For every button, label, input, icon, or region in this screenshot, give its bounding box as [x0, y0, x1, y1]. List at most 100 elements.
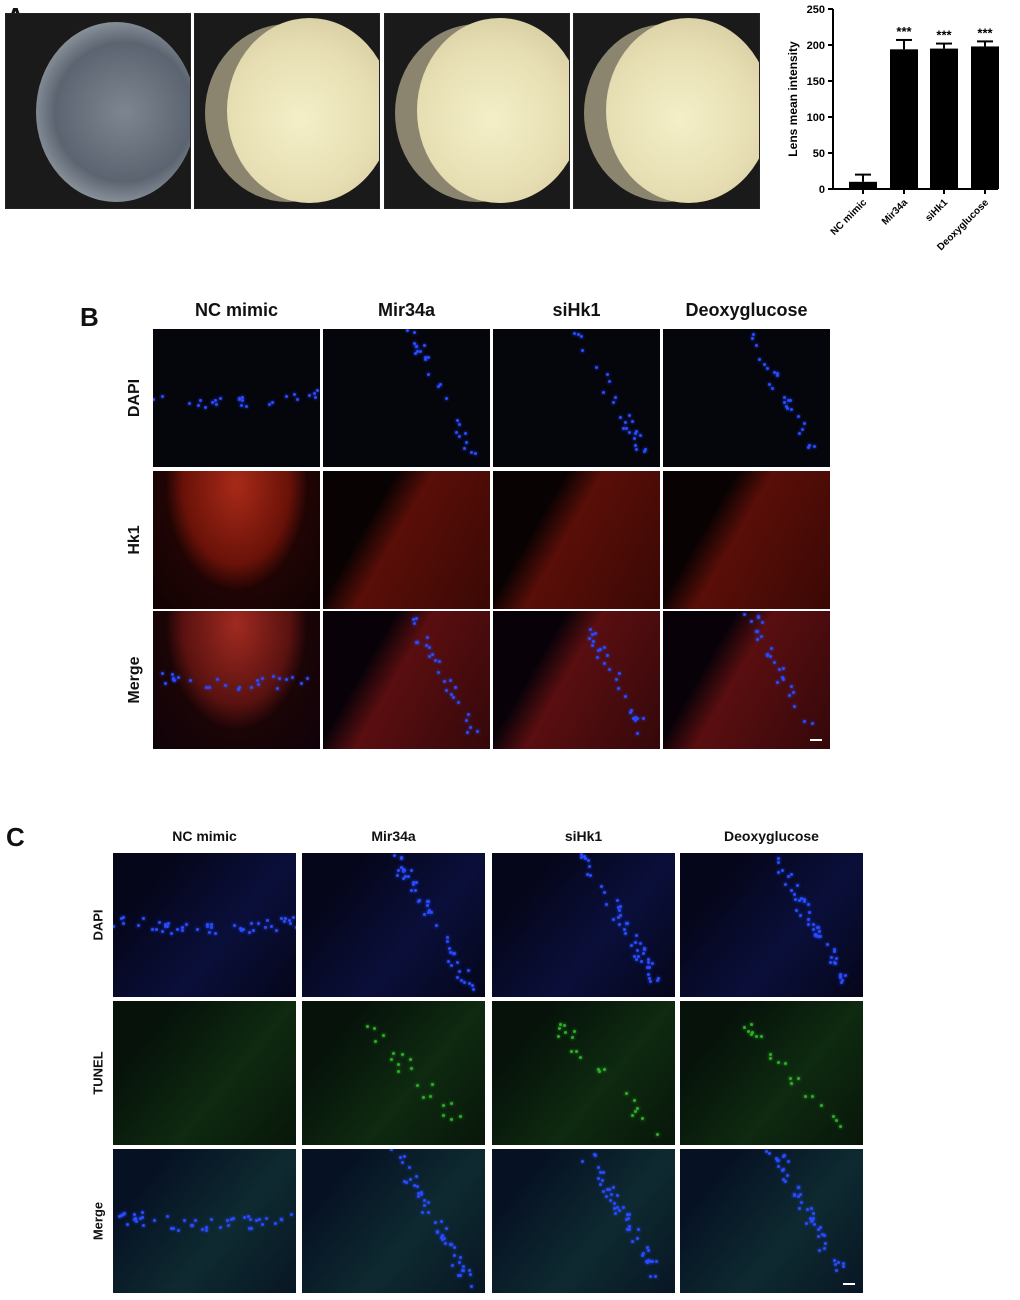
nucleus-dot [418, 350, 422, 354]
nucleus-dot [634, 429, 638, 433]
nucleus-dot [651, 1259, 655, 1263]
nucleus-dot [641, 1116, 645, 1120]
nucleus-dot [468, 725, 472, 729]
nucleus-dot [634, 432, 637, 436]
nucleus-dot [776, 1061, 780, 1065]
nucleus-dot [757, 357, 761, 361]
nucleus-dot [444, 397, 448, 401]
nucleus-dot [415, 1083, 419, 1087]
nucleus-dot [211, 401, 215, 405]
nucleus-dot [630, 709, 634, 713]
nucleus-dot [611, 917, 615, 921]
nucleus-dot [449, 950, 453, 954]
nucleus-dot [373, 1026, 377, 1030]
nucleus-dot [603, 1067, 607, 1071]
nucleus-dot [423, 1199, 427, 1203]
nucleus-dot [769, 646, 773, 650]
significance-label: *** [896, 24, 912, 39]
nucleus-dot [399, 857, 403, 861]
micrograph-merge [663, 611, 830, 749]
nucleus-dot [247, 930, 251, 934]
nucleus-dot [579, 856, 583, 860]
nucleus-dot [780, 1168, 784, 1172]
nucleus-dot [295, 398, 299, 402]
nucleus-dot [138, 1216, 142, 1220]
nucleus-dot [428, 1094, 432, 1098]
nucleus-dot [449, 1242, 453, 1246]
nucleus-dot [768, 1053, 772, 1057]
nucleus-dot [204, 405, 208, 409]
row-label: Hk1 [126, 525, 143, 555]
nucleus-dot [273, 1222, 277, 1226]
nucleus-dot [647, 977, 651, 981]
nucleus-dot [600, 1178, 604, 1182]
scale-bar [843, 1283, 855, 1285]
nucleus-dot [593, 1152, 597, 1156]
nucleus-dot [750, 620, 754, 624]
nucleus-dot [260, 677, 264, 681]
nucleus-dot [755, 1035, 759, 1038]
nucleus-dot [419, 1192, 423, 1196]
nucleus-dot [153, 1219, 157, 1223]
nucleus-dot [626, 1213, 630, 1217]
nucleus-dot [164, 681, 168, 685]
nucleus-dot [755, 343, 759, 347]
nucleus-dot [631, 717, 635, 721]
nucleus-dot [596, 648, 600, 652]
nucleus-dot [782, 1177, 786, 1181]
nucleus-dot [452, 951, 456, 955]
nucleus-dot [792, 691, 796, 695]
nucleus-dot [412, 881, 416, 885]
nucleus-dot [188, 678, 192, 682]
nucleus-dot [813, 445, 817, 449]
nucleus-dot [413, 1183, 417, 1187]
nucleus-dot [774, 1156, 778, 1160]
nucleus-dot [601, 1171, 605, 1175]
nucleus-dot [445, 1227, 449, 1231]
nucleus-dot [291, 675, 295, 679]
nucleus-dot [453, 1253, 457, 1257]
nucleus-dot [790, 684, 794, 688]
nucleus-dot [612, 1201, 616, 1205]
nucleus-dot [401, 876, 405, 880]
nucleus-dot [628, 1212, 632, 1216]
nucleus-dot [161, 672, 165, 676]
nucleus-dot [612, 400, 616, 404]
nucleus-dot [250, 685, 254, 689]
nucleus-dot [415, 616, 419, 620]
micrograph-dapi [323, 329, 490, 467]
micrograph-dapi [493, 329, 660, 467]
nucleus-dot [624, 421, 628, 424]
nucleus-dot [415, 349, 419, 353]
nucleus-dot [646, 1261, 650, 1265]
nucleus-dot [430, 652, 434, 656]
nucleus-dot [410, 888, 414, 892]
nucleus-dot [428, 655, 432, 659]
nucleus-dot [429, 910, 433, 914]
significance-label: *** [936, 28, 952, 43]
nucleus-dot [457, 1274, 461, 1278]
nucleus-dot [433, 659, 437, 663]
nucleus-dot [402, 868, 406, 872]
nucleus-dot [283, 920, 287, 924]
nucleus-dot [454, 686, 458, 690]
micrograph-hk1 [493, 471, 660, 609]
micrograph-hk1 [323, 471, 490, 609]
nucleus-dot [593, 632, 597, 636]
nucleus-dot [755, 638, 759, 642]
nucleus-dot [633, 718, 637, 722]
nucleus-dot [193, 1219, 197, 1223]
nucleus-dot [784, 883, 788, 887]
nucleus-dot [800, 897, 804, 901]
nucleus-dot [754, 629, 758, 633]
row-label: Merge [90, 1201, 106, 1241]
nucleus-dot [447, 959, 451, 963]
nucleus-dot [790, 873, 794, 877]
nucleus-dot [437, 660, 441, 664]
nucleus-dot [573, 1030, 576, 1034]
nucleus-dot [579, 1055, 583, 1059]
nucleus-dot [613, 1206, 617, 1210]
nucleus-dot [648, 965, 652, 969]
nucleus-dot [411, 882, 415, 886]
micrograph-merge [493, 611, 660, 749]
